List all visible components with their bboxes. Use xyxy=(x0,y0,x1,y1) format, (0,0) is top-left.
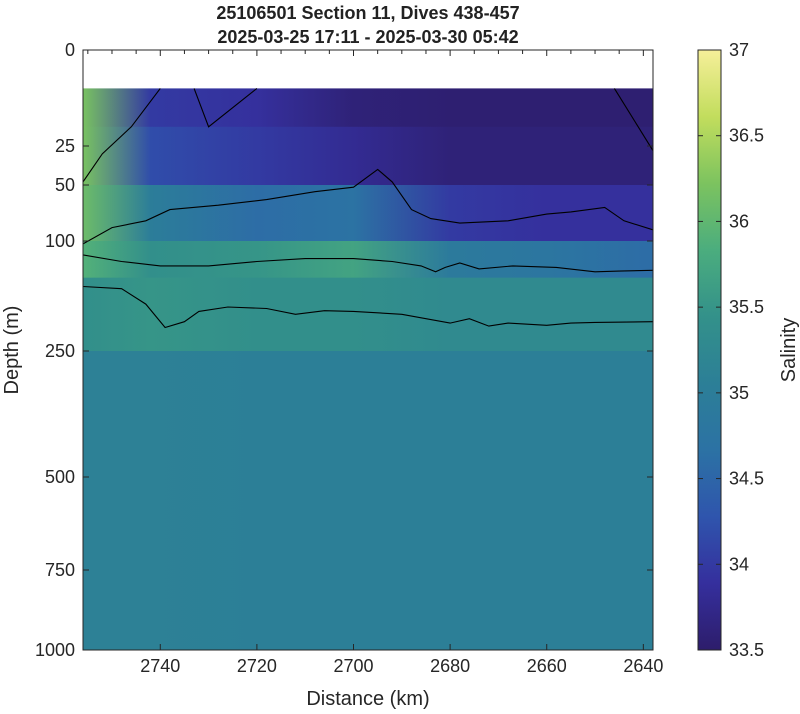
y-tick-label: 50 xyxy=(55,175,75,195)
salinity-layer xyxy=(83,185,653,242)
x-tick-label: 2700 xyxy=(333,656,373,676)
salinity-layer xyxy=(83,277,653,352)
y-tick-label: 100 xyxy=(45,231,75,251)
colorbar-label: Salinity xyxy=(778,318,800,382)
colorbar-tick-label: 35.5 xyxy=(729,297,764,317)
y-tick-label: 0 xyxy=(65,40,75,60)
y-axis-label: Depth (m) xyxy=(1,306,23,395)
y-axis: 0 25 50 100 250 500 750 1000 xyxy=(35,40,653,660)
contour-line xyxy=(83,168,653,245)
colorbar-tick-label: 35 xyxy=(729,383,749,403)
y-tick-label: 500 xyxy=(45,467,75,487)
colorbar-tick-label: 33.5 xyxy=(729,640,764,660)
x-tick-label: 2660 xyxy=(527,656,567,676)
salinity-field xyxy=(83,88,653,650)
colorbar-ticks: 33.5 34 34.5 35 35.5 36 36.5 37 xyxy=(698,40,764,660)
colorbar-tick-label: 36 xyxy=(729,211,749,231)
colorbar-tick-label: 34 xyxy=(729,554,749,574)
contour-line xyxy=(83,285,653,329)
colorbar-tick-label: 37 xyxy=(729,40,749,60)
chart-title-line-1: 25106501 Section 11, Dives 438-457 xyxy=(216,3,519,23)
contour-line xyxy=(83,254,653,273)
salinity-layer xyxy=(83,126,653,186)
x-tick-label: 2740 xyxy=(140,656,180,676)
y-tick-label: 1000 xyxy=(35,640,75,660)
colorbar: 33.5 34 34.5 35 35.5 36 36.5 37 Salinity xyxy=(697,40,800,660)
colorbar-gradient xyxy=(697,49,722,651)
colorbar-tick-label: 34.5 xyxy=(729,469,764,489)
contour-line xyxy=(83,88,161,183)
y-tick-label: 25 xyxy=(55,136,75,156)
salinity-layer xyxy=(83,88,653,128)
colorbar-tick-label: 36.5 xyxy=(729,126,764,146)
plot-frame xyxy=(82,49,654,651)
y-tick-label: 250 xyxy=(45,341,75,361)
x-axis: 2740 2720 2700 2680 2660 2640 xyxy=(87,50,663,676)
chart-title-line-2: 2025-03-25 17:11 - 2025-03-30 05:42 xyxy=(217,27,518,47)
contour-line xyxy=(613,88,653,151)
x-tick-label: 2680 xyxy=(430,656,470,676)
plot-area: 2740 2720 2700 2680 2660 2640 0 25 50 100 250 500 7… xyxy=(35,40,663,676)
contour-line xyxy=(193,87,258,128)
salinity-layer xyxy=(83,351,653,650)
x-tick-label: 2720 xyxy=(237,656,277,676)
x-axis-label: Distance (km) xyxy=(306,688,429,710)
salinity-contours xyxy=(83,87,653,329)
x-tick-label: 2640 xyxy=(623,656,663,676)
y-tick-label: 750 xyxy=(45,560,75,580)
